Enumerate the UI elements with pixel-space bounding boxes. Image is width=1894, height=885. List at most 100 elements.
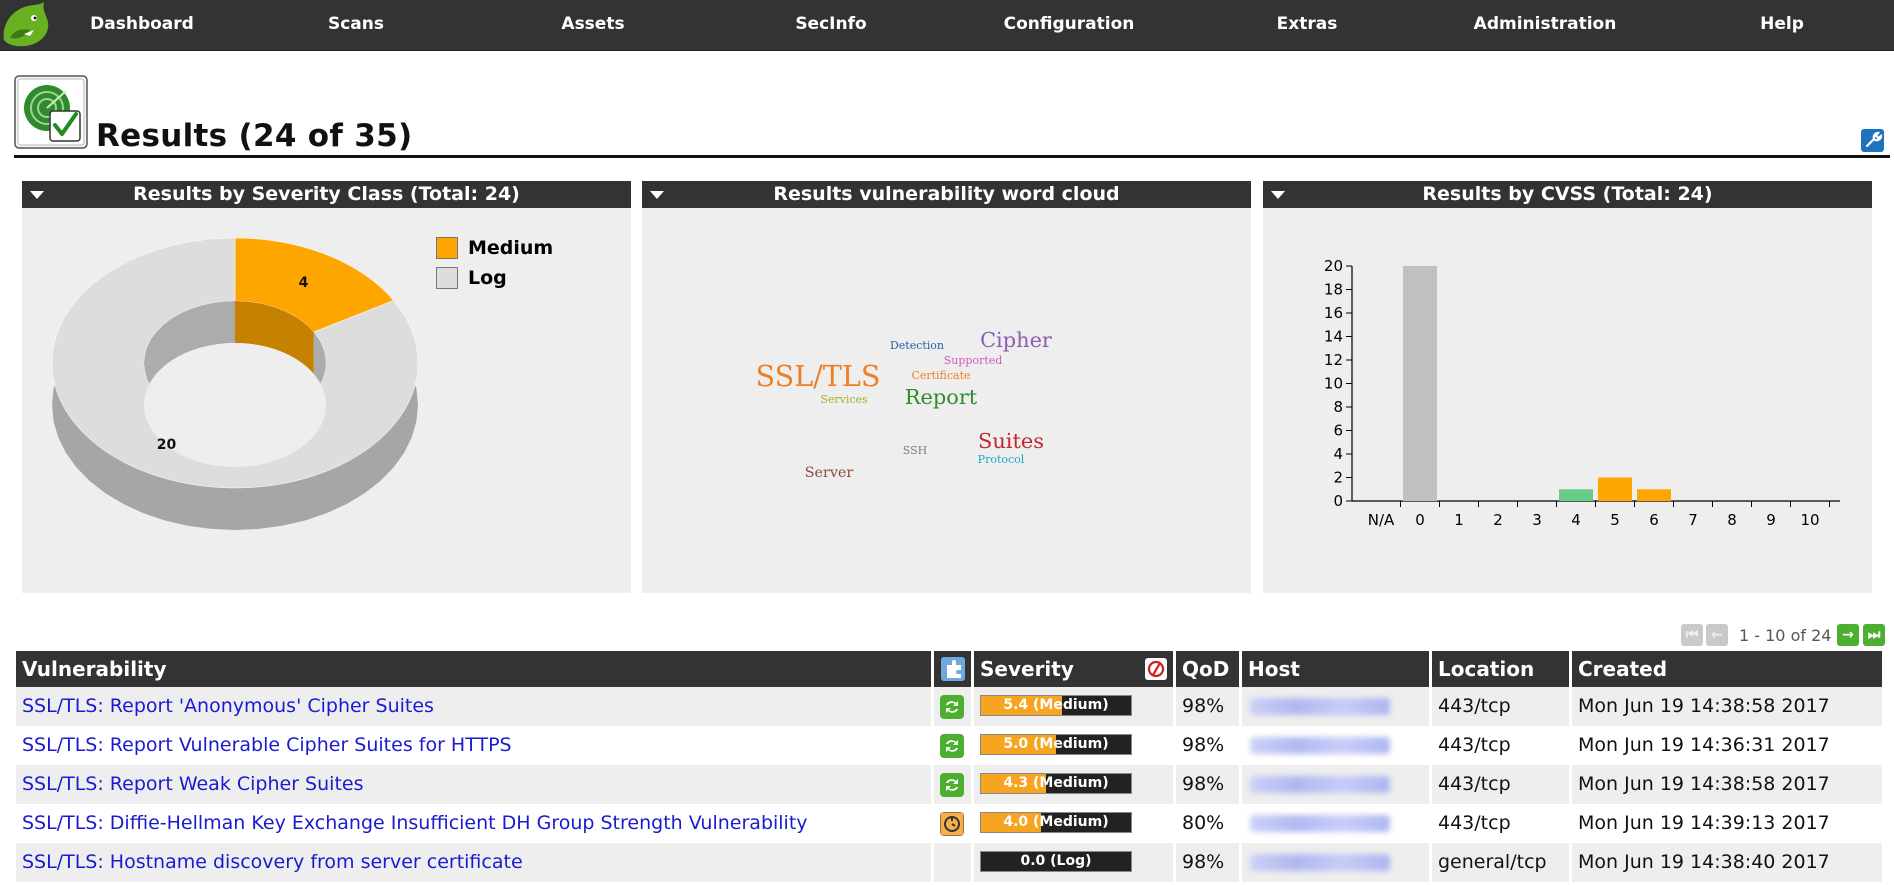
cvss-bar[interactable] [1637,489,1671,501]
word-cloud-term[interactable]: Server [805,465,854,481]
column-header-host[interactable]: Host [1242,651,1429,687]
vendor-fix-icon[interactable] [940,773,964,797]
workaround-icon[interactable] [940,812,964,836]
vendor-fix-icon[interactable] [940,695,964,719]
host-cell [1242,804,1429,843]
word-cloud-term[interactable]: Cipher [980,328,1052,352]
cvss-bar[interactable] [1403,266,1437,501]
last-page-icon[interactable]: ⏭ [1863,624,1885,646]
nav-extras[interactable]: Extras [1276,14,1338,34]
panel-title: Results by CVSS (Total: 24) [1422,183,1713,205]
nav-dashboard[interactable]: Dashboard [90,14,194,34]
host-link-redacted[interactable] [1250,698,1390,715]
cvss-bar[interactable] [1559,489,1593,501]
word-cloud-term[interactable]: Protocol [978,453,1025,466]
y-tick-label: 16 [1324,304,1343,322]
top-navigation-bar: Dashboard Scans Assets SecInfo Configura… [0,0,1894,51]
nav-assets[interactable]: Assets [561,14,625,34]
x-tick-label: N/A [1368,511,1395,529]
location-cell: 443/tcp [1432,687,1569,726]
severity-cell: 4.3 (Medium) [974,765,1173,804]
vulnerability-link[interactable]: SSL/TLS: Report 'Anonymous' Cipher Suite… [22,695,434,717]
nav-administration[interactable]: Administration [1473,14,1617,34]
nav-configuration[interactable]: Configuration [1003,14,1135,34]
y-tick-label: 20 [1324,257,1343,275]
x-tick-label: 1 [1454,511,1464,529]
severity-donut-chart: 4 20 [51,237,419,530]
column-header-location[interactable]: Location [1432,651,1569,687]
word-cloud-term[interactable]: Detection [890,339,944,352]
host-cell [1242,843,1429,882]
greenbone-logo[interactable] [0,0,52,50]
severity-label: 5.4 (Medium) [1003,697,1109,713]
donut-value-label: 20 [157,437,177,453]
overrides-icon[interactable] [1145,658,1167,680]
qod-cell: 98% [1176,765,1239,804]
x-tick-label: 10 [1800,511,1819,529]
location-cell: 443/tcp [1432,726,1569,765]
next-page-icon[interactable]: → [1837,624,1859,646]
vulnerability-link[interactable]: SSL/TLS: Hostname discovery from server … [22,851,523,873]
legend-label: Medium [468,237,554,259]
x-tick-label: 6 [1649,511,1659,529]
severity-label: 0.0 (Log) [1020,853,1092,869]
nav-help[interactable]: Help [1760,14,1804,34]
table-row[interactable]: SSL/TLS: Report 'Anonymous' Cipher Suite… [16,687,1882,726]
vulnerability-link[interactable]: SSL/TLS: Report Vulnerable Cipher Suites… [22,734,512,756]
x-tick-label: 8 [1727,511,1737,529]
solution-type-cell [934,765,971,804]
table-row[interactable]: SSL/TLS: Report Weak Cipher Suites 4.3 (M… [16,765,1882,804]
y-tick-label: 18 [1324,281,1343,299]
severity-bar: 5.0 (Medium) [980,734,1132,755]
host-cell [1242,765,1429,804]
column-header-vulnerability[interactable]: Vulnerability [16,651,931,687]
column-header-severity[interactable]: Severity [974,651,1173,687]
wrench-icon[interactable] [1861,129,1884,152]
column-header-qod[interactable]: QoD [1176,651,1239,687]
severity-bar-fill [981,774,1046,793]
qod-cell: 98% [1176,687,1239,726]
severity-bar: 0.0 (Log) [980,851,1132,872]
collapse-toggle-icon[interactable] [650,191,664,199]
word-cloud-term[interactable]: Services [820,393,868,406]
donut-inner-wall [235,301,314,374]
vulnerability-link[interactable]: SSL/TLS: Diffie-Hellman Key Exchange Ins… [22,812,808,834]
column-header-solution-type[interactable] [934,651,971,687]
host-link-redacted[interactable] [1250,815,1390,832]
vulnerability-cell: SSL/TLS: Report Vulnerable Cipher Suites… [16,726,931,765]
word-cloud-term[interactable]: SSL/TLS [756,359,881,393]
host-link-redacted[interactable] [1250,854,1390,871]
collapse-toggle-icon[interactable] [30,191,44,199]
vulnerability-link[interactable]: SSL/TLS: Report Weak Cipher Suites [22,773,364,795]
nav-secinfo[interactable]: SecInfo [795,14,867,34]
nav-scans[interactable]: Scans [327,14,384,34]
location-cell: 443/tcp [1432,804,1569,843]
word-cloud-term[interactable]: Suites [978,429,1044,453]
severity-label: 5.0 (Medium) [1003,736,1109,752]
table-row[interactable]: SSL/TLS: Diffie-Hellman Key Exchange Ins… [16,804,1882,843]
vulnerability-cell: SSL/TLS: Hostname discovery from server … [16,843,931,882]
vendor-fix-icon[interactable] [940,734,964,758]
host-link-redacted[interactable] [1250,737,1390,754]
solution-type-cell [934,687,971,726]
solution-type-cell [934,804,971,843]
panel-header: Results vulnerability word cloud [642,181,1251,208]
table-row[interactable]: SSL/TLS: Hostname discovery from server … [16,843,1882,882]
previous-page-icon[interactable]: ← [1706,624,1728,646]
word-cloud-term[interactable]: SSH [903,444,927,457]
created-cell: Mon Jun 19 14:38:58 2017 [1572,765,1882,804]
collapse-toggle-icon[interactable] [1271,191,1285,199]
y-tick-label: 2 [1333,469,1343,487]
x-tick-label: 7 [1688,511,1698,529]
word-cloud-term[interactable]: Certificate [911,369,970,382]
y-tick-label: 6 [1333,422,1343,440]
column-header-created[interactable]: Created [1572,651,1882,687]
table-row[interactable]: SSL/TLS: Report Vulnerable Cipher Suites… [16,726,1882,765]
host-link-redacted[interactable] [1250,776,1390,793]
cvss-bar[interactable] [1598,477,1632,502]
word-cloud-term[interactable]: Report [905,385,978,409]
severity-header-label: Severity [980,657,1074,681]
word-cloud-term[interactable]: Supported [944,354,1003,367]
first-page-icon[interactable]: ⏮ [1681,624,1703,646]
